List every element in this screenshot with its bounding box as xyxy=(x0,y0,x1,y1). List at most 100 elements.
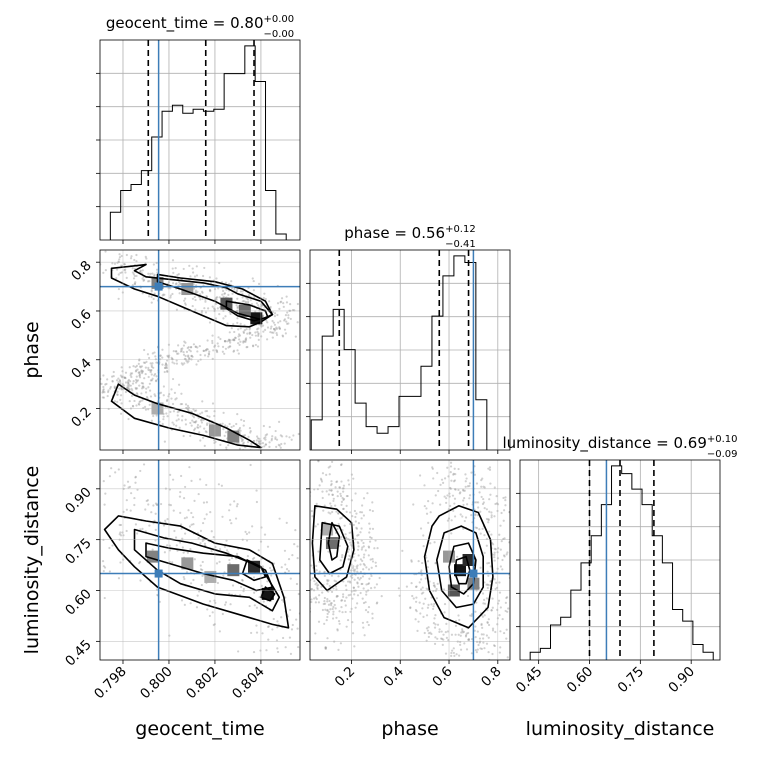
sample-point xyxy=(340,516,343,520)
sample-point xyxy=(242,424,245,427)
sample-point xyxy=(356,567,359,570)
sample-point xyxy=(245,328,248,331)
sample-point xyxy=(475,501,478,504)
sample-point xyxy=(234,336,237,339)
sample-point xyxy=(449,504,452,508)
sample-point xyxy=(145,499,148,503)
sample-point xyxy=(462,489,465,492)
sample-point xyxy=(295,582,299,586)
sample-point xyxy=(148,403,151,406)
sample-point xyxy=(270,325,273,328)
sample-point xyxy=(132,277,136,280)
sample-point xyxy=(480,495,483,499)
sample-point xyxy=(358,578,361,581)
sample-point xyxy=(331,460,334,464)
sample-point xyxy=(285,320,288,323)
sample-point xyxy=(143,348,146,352)
sample-point xyxy=(221,350,224,353)
sample-point xyxy=(271,319,274,323)
sample-point xyxy=(461,629,464,632)
sample-point xyxy=(134,386,137,390)
sample-point xyxy=(322,509,325,512)
sample-point xyxy=(222,295,225,298)
y-tick-label: 0.60 xyxy=(62,586,95,619)
sample-point xyxy=(148,295,151,298)
sample-point xyxy=(241,300,244,303)
sample-point xyxy=(57,386,59,388)
sample-point xyxy=(138,365,142,368)
sample-point xyxy=(365,566,368,569)
sample-point xyxy=(191,355,194,358)
sample-point xyxy=(273,327,276,331)
sample-point xyxy=(486,621,489,625)
sample-point xyxy=(477,506,480,509)
sample-point xyxy=(199,353,202,357)
sample-point xyxy=(171,478,175,481)
sample-point xyxy=(361,582,364,586)
sample-point xyxy=(199,568,203,571)
sample-point xyxy=(263,533,267,536)
sample-point xyxy=(134,378,138,382)
sample-point xyxy=(174,536,178,539)
sample-point xyxy=(179,403,182,406)
sample-point xyxy=(251,557,255,560)
sample-point xyxy=(486,621,489,624)
sample-point xyxy=(102,374,105,377)
sample-point xyxy=(143,361,147,365)
sample-point xyxy=(440,478,444,481)
sample-point xyxy=(224,431,228,434)
sample-point xyxy=(270,437,274,440)
y-axis-label-luminosity_distance: luminosity_distance xyxy=(21,466,43,655)
sample-point xyxy=(224,601,228,604)
sample-point xyxy=(373,547,376,550)
sample-point xyxy=(415,596,418,599)
sample-point xyxy=(188,466,191,469)
sample-point xyxy=(173,391,177,394)
sample-point xyxy=(169,504,172,507)
sample-point xyxy=(445,501,448,504)
sample-point xyxy=(161,348,164,351)
sample-point xyxy=(124,371,128,374)
sample-point xyxy=(303,616,305,618)
sample-point xyxy=(442,638,445,641)
sample-point xyxy=(454,488,457,491)
sample-point xyxy=(367,546,371,549)
sample-point xyxy=(361,621,365,624)
sample-point xyxy=(237,335,240,338)
sample-point xyxy=(496,509,499,513)
sample-point xyxy=(425,614,429,617)
sample-point xyxy=(108,546,111,550)
sample-point xyxy=(371,527,375,530)
sample-point xyxy=(459,665,461,667)
sample-point xyxy=(125,253,128,257)
sample-point xyxy=(163,440,166,443)
sample-point xyxy=(244,339,248,342)
sample-point xyxy=(334,607,337,610)
sample-point xyxy=(349,581,352,584)
sample-point xyxy=(474,662,476,664)
sample-point xyxy=(180,362,183,365)
sample-point xyxy=(433,602,436,606)
contour-line xyxy=(260,586,276,602)
sample-point xyxy=(480,633,483,636)
sample-point xyxy=(194,298,197,302)
sample-point xyxy=(267,457,269,459)
sample-point xyxy=(237,650,240,653)
sample-point xyxy=(324,646,327,649)
sample-point xyxy=(255,631,259,634)
sample-point xyxy=(452,651,455,655)
sample-point xyxy=(221,612,224,616)
sample-point xyxy=(213,410,216,413)
sample-point xyxy=(333,599,336,603)
sample-point xyxy=(353,570,356,573)
sample-point xyxy=(362,545,365,548)
sample-point xyxy=(202,501,206,504)
sample-point xyxy=(175,282,178,285)
title-subscript: −0.00 xyxy=(264,29,295,40)
sample-point xyxy=(221,515,224,518)
sample-point xyxy=(500,511,503,515)
sample-point xyxy=(360,622,362,624)
sample-point xyxy=(123,376,127,379)
sample-point xyxy=(453,502,456,505)
